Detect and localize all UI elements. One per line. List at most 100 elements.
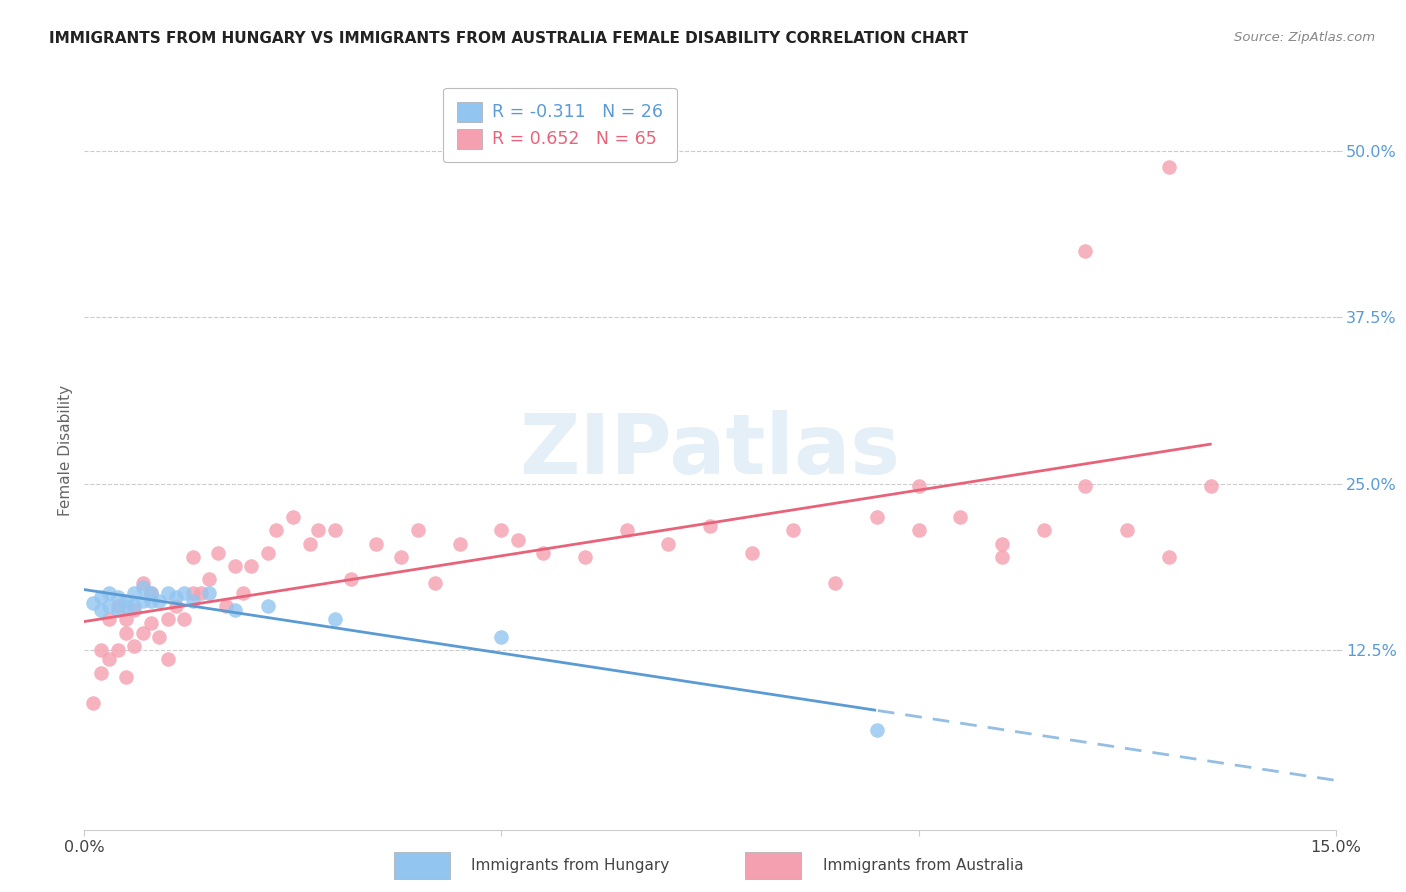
- Point: [98, 586, 121, 600]
- Point: [491, 630, 513, 644]
- Point: [257, 599, 280, 613]
- Point: [866, 723, 889, 737]
- Point: [531, 546, 554, 560]
- Point: [90, 643, 112, 657]
- Point: [107, 643, 129, 657]
- Point: [741, 546, 763, 560]
- Point: [148, 594, 170, 608]
- Point: [181, 549, 204, 564]
- Point: [124, 599, 146, 613]
- Point: [257, 546, 280, 560]
- Text: Immigrants from Australia: Immigrants from Australia: [823, 858, 1024, 872]
- Point: [866, 510, 889, 524]
- Point: [132, 625, 155, 640]
- Point: [991, 549, 1014, 564]
- Point: [1074, 479, 1097, 493]
- Point: [90, 590, 112, 604]
- Point: [907, 523, 929, 537]
- Point: [156, 612, 179, 626]
- Point: [1199, 479, 1222, 493]
- Point: [139, 616, 162, 631]
- Point: [190, 586, 212, 600]
- Point: [366, 536, 388, 550]
- Point: [240, 559, 263, 574]
- Y-axis label: Female Disability: Female Disability: [58, 384, 73, 516]
- Point: [115, 599, 138, 613]
- Point: [264, 523, 287, 537]
- Point: [423, 576, 446, 591]
- Point: [90, 665, 112, 680]
- Point: [82, 596, 104, 610]
- Point: [824, 576, 846, 591]
- Point: [115, 625, 138, 640]
- Point: [124, 603, 146, 617]
- Point: [298, 536, 321, 550]
- Point: [139, 586, 162, 600]
- Point: [389, 549, 412, 564]
- Point: [574, 549, 596, 564]
- Point: [699, 519, 721, 533]
- Point: [657, 536, 679, 550]
- Text: ZIPatlas: ZIPatlas: [520, 410, 900, 491]
- Point: [156, 652, 179, 666]
- Point: [1157, 160, 1180, 174]
- Point: [132, 594, 155, 608]
- Point: [323, 612, 346, 626]
- Point: [949, 510, 972, 524]
- Point: [82, 696, 104, 710]
- Point: [90, 603, 112, 617]
- Point: [107, 599, 129, 613]
- Point: [107, 590, 129, 604]
- Point: [156, 586, 179, 600]
- Point: [991, 536, 1014, 550]
- Point: [449, 536, 471, 550]
- Point: [616, 523, 638, 537]
- Point: [115, 612, 138, 626]
- Point: [165, 599, 187, 613]
- Point: [181, 594, 204, 608]
- Point: [207, 546, 229, 560]
- Legend: R = -0.311   N = 26, R = 0.652   N = 65: R = -0.311 N = 26, R = 0.652 N = 65: [443, 87, 676, 162]
- Point: [115, 670, 138, 684]
- Point: [107, 603, 129, 617]
- Point: [198, 573, 221, 587]
- Point: [98, 652, 121, 666]
- FancyBboxPatch shape: [394, 852, 450, 879]
- Point: [1032, 523, 1054, 537]
- Point: [1116, 523, 1139, 537]
- Point: [173, 612, 195, 626]
- Point: [1074, 244, 1097, 258]
- Point: [98, 612, 121, 626]
- Point: [224, 559, 246, 574]
- Point: [181, 586, 204, 600]
- FancyBboxPatch shape: [745, 852, 801, 879]
- Point: [139, 594, 162, 608]
- Point: [124, 586, 146, 600]
- Point: [1157, 549, 1180, 564]
- Point: [132, 581, 155, 595]
- Point: [148, 630, 170, 644]
- Point: [508, 533, 530, 547]
- Point: [782, 523, 804, 537]
- Text: Immigrants from Hungary: Immigrants from Hungary: [471, 858, 669, 872]
- Point: [132, 576, 155, 591]
- Point: [224, 603, 246, 617]
- Point: [491, 523, 513, 537]
- Text: IMMIGRANTS FROM HUNGARY VS IMMIGRANTS FROM AUSTRALIA FEMALE DISABILITY CORRELATI: IMMIGRANTS FROM HUNGARY VS IMMIGRANTS FR…: [49, 31, 969, 46]
- Point: [307, 523, 329, 537]
- Point: [232, 586, 254, 600]
- Text: Source: ZipAtlas.com: Source: ZipAtlas.com: [1234, 31, 1375, 45]
- Point: [340, 573, 363, 587]
- Point: [281, 510, 304, 524]
- Point: [198, 586, 221, 600]
- Point: [173, 586, 195, 600]
- Point: [215, 599, 238, 613]
- Point: [907, 479, 929, 493]
- Point: [323, 523, 346, 537]
- Point: [406, 523, 429, 537]
- Point: [165, 590, 187, 604]
- Point: [124, 639, 146, 653]
- Point: [115, 594, 138, 608]
- Point: [139, 586, 162, 600]
- Point: [98, 599, 121, 613]
